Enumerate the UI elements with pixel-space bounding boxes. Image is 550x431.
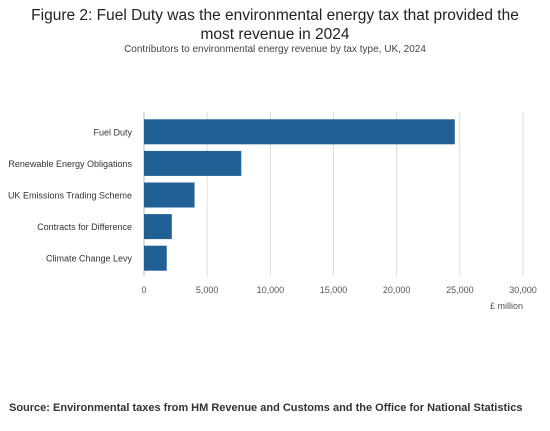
x-tick-label: 30,000 xyxy=(509,285,537,295)
bar xyxy=(144,182,195,208)
bar xyxy=(144,214,172,240)
bar xyxy=(144,150,242,176)
chart-title-line2: most revenue in 2024 xyxy=(200,26,350,43)
category-label: Renewable Energy Obligations xyxy=(8,159,132,169)
x-tick-label: 20,000 xyxy=(383,285,411,295)
x-tick-label: 25,000 xyxy=(446,285,474,295)
chart-title-line1: Figure 2: Fuel Duty was the environmenta… xyxy=(31,7,519,24)
bar xyxy=(144,245,167,271)
x-tick-label: 0 xyxy=(141,285,146,295)
x-tick-label: 5,000 xyxy=(196,285,219,295)
source-note: Source: Environmental taxes from HM Reve… xyxy=(9,402,523,414)
chart-title: Figure 2: Fuel Duty was the environmenta… xyxy=(0,6,550,44)
category-label: Climate Change Levy xyxy=(46,254,133,264)
chart-subtitle: Contributors to environmental energy rev… xyxy=(124,44,426,55)
x-tick-label: 15,000 xyxy=(320,285,348,295)
bar xyxy=(144,119,455,145)
x-axis-label: £ million xyxy=(490,301,523,311)
x-tick-label: 10,000 xyxy=(257,285,285,295)
category-label: Contracts for Difference xyxy=(37,222,132,232)
category-label: UK Emissions Trading Scheme xyxy=(8,191,132,201)
category-label: Fuel Duty xyxy=(93,127,132,137)
